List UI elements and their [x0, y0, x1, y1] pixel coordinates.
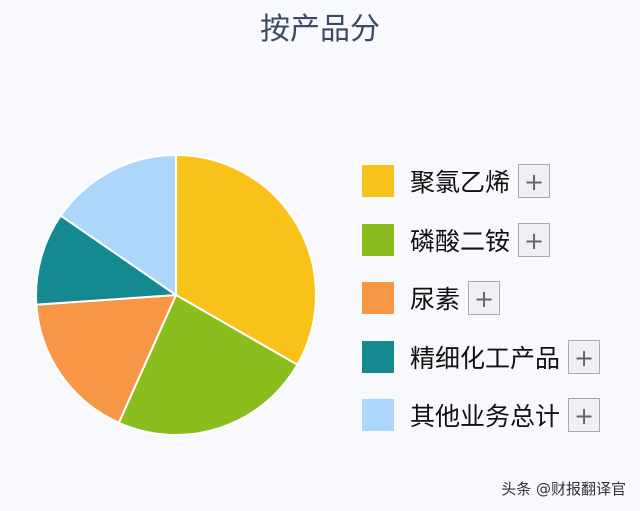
legend-swatch [362, 282, 394, 314]
expand-button[interactable]: + [518, 222, 551, 257]
pie-slice-5 [59, 153, 177, 297]
legend-swatch [362, 165, 394, 197]
legend-label: 精细化工产品 [410, 343, 561, 373]
legend-item[interactable]: 磷酸二铵 + [362, 217, 600, 263]
pie-slice-3 [35, 293, 178, 425]
legend-label: 磷酸二铵 [410, 226, 511, 256]
legend-swatch [362, 399, 394, 431]
watermark: 头条 @财报翻译官 [501, 480, 626, 498]
legend-swatch [362, 340, 394, 373]
expand-button[interactable]: + [568, 398, 601, 432]
expand-button[interactable]: + [468, 281, 501, 315]
legend-label: 其他业务总计 [410, 402, 561, 431]
expand-button[interactable]: + [518, 164, 551, 198]
legend-item[interactable]: 其他业务总计 + [362, 392, 601, 438]
pie-slice-4 [35, 214, 179, 306]
legend-label: 聚氯乙烯 [410, 168, 511, 197]
legend-item[interactable]: 精细化工产品 + [362, 334, 601, 380]
pie-slice-2 [117, 293, 299, 436]
legend-item[interactable]: 聚氯乙烯 + [362, 158, 600, 204]
legend-swatch [362, 223, 394, 256]
legend: 聚氯乙烯 + 磷酸二铵 + 尿素 + 精细化工产品 + 其他业务总计 + [362, 158, 601, 451]
pie-chart [35, 153, 317, 436]
pie-slice-1 [175, 153, 317, 367]
chart-title: 按产品分 [260, 12, 380, 47]
legend-label: 尿素 [410, 285, 461, 314]
expand-button[interactable]: + [568, 339, 601, 374]
legend-item[interactable]: 尿素 + [362, 275, 600, 321]
